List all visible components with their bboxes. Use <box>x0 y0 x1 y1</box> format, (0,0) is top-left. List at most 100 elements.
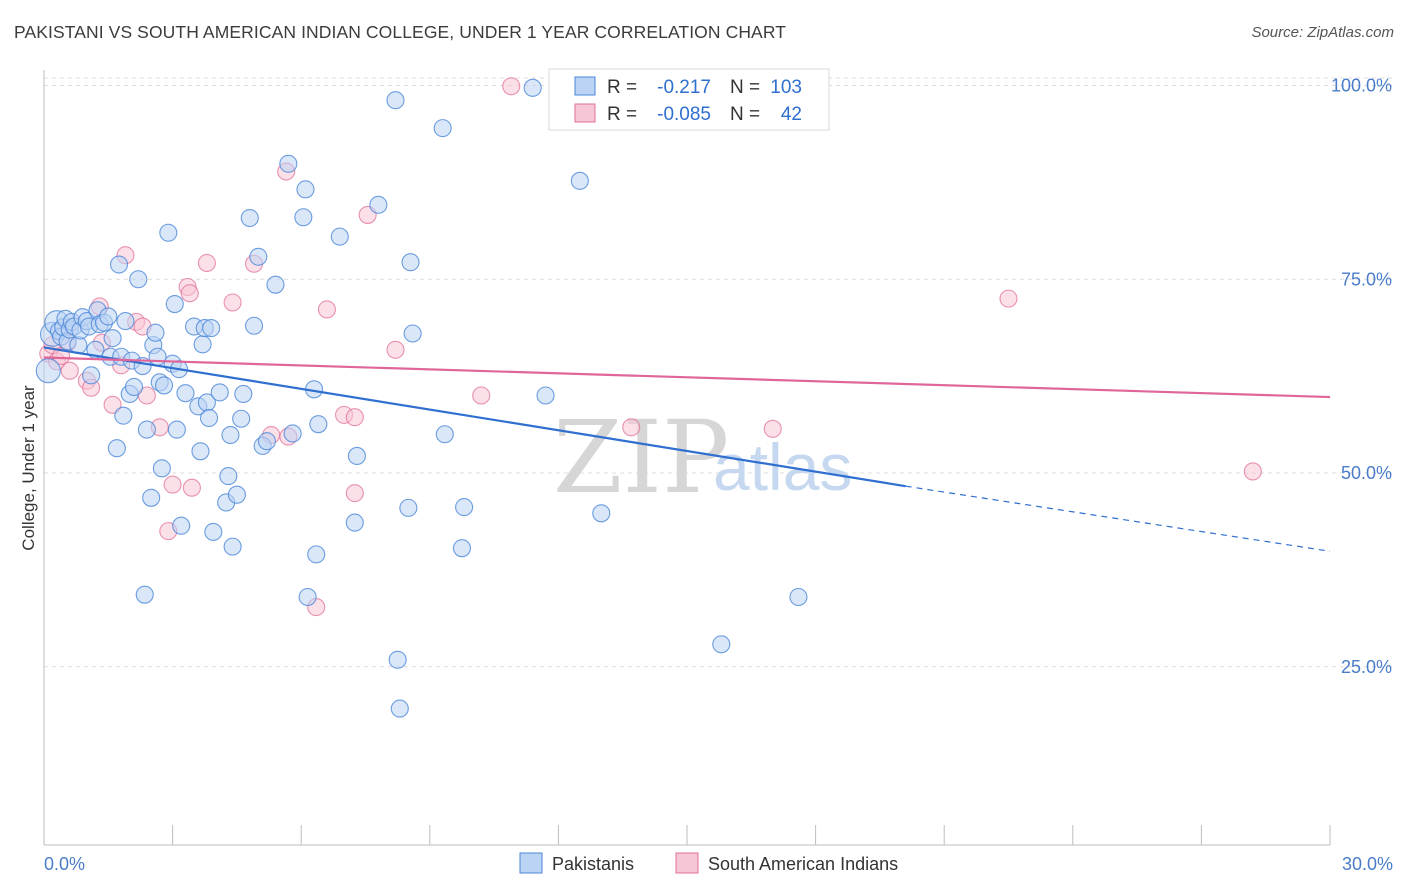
trend-line-pakistanis <box>43 346 906 488</box>
point-pakistanis <box>789 587 808 607</box>
point-pakistanis <box>283 424 302 443</box>
trend-line-south-american-indians <box>43 356 1331 399</box>
point-pakistanis <box>309 415 328 434</box>
point-pakistanis <box>249 247 268 266</box>
y-tick-label: 100.0% <box>1331 76 1392 96</box>
point-pakistanis <box>294 208 313 227</box>
point-pakistanis <box>35 358 61 384</box>
point-south-american-indians <box>999 289 1018 308</box>
point-pakistanis <box>523 78 542 97</box>
stats-r-label-2: R = <box>607 104 637 125</box>
source-note: Source: ZipAtlas.com <box>1251 24 1394 41</box>
point-pakistanis <box>191 442 210 461</box>
point-pakistanis <box>159 223 178 242</box>
point-pakistanis <box>388 650 407 669</box>
point-pakistanis <box>401 253 420 272</box>
point-pakistanis <box>345 513 364 532</box>
point-south-american-indians <box>197 253 216 273</box>
point-pakistanis <box>266 275 285 294</box>
point-pakistanis <box>146 323 165 342</box>
point-pakistanis <box>369 195 388 214</box>
y-tick-label: 25.0% <box>1341 657 1392 677</box>
series-pakistanis-points <box>35 78 808 718</box>
y-axis-title: College, Under 1 year <box>19 385 38 551</box>
stats-n-value-2: 42 <box>781 104 802 125</box>
chart-title: PAKISTANI VS SOUTH AMERICAN INDIAN COLLE… <box>14 22 787 42</box>
point-pakistanis <box>148 347 167 366</box>
point-pakistanis <box>240 208 259 228</box>
x-tick-label: 30.0% <box>1342 854 1393 874</box>
point-pakistanis <box>82 366 101 385</box>
stats-n-label-1: N = <box>730 77 760 98</box>
point-pakistanis <box>390 699 409 718</box>
point-pakistanis <box>279 154 298 173</box>
legend-swatch-south-american-indians <box>675 852 699 874</box>
point-pakistanis <box>386 91 405 110</box>
point-pakistanis <box>103 329 122 348</box>
point-pakistanis <box>142 488 161 507</box>
point-pakistanis <box>403 324 422 343</box>
point-south-american-indians <box>182 478 201 497</box>
point-pakistanis <box>116 312 135 331</box>
point-south-american-indians <box>386 340 405 359</box>
point-pakistanis <box>99 307 118 326</box>
legend-swatch-pakistanis <box>519 852 543 874</box>
watermark: ZIP atlas <box>553 399 852 516</box>
point-pakistanis <box>135 585 154 604</box>
point-pakistanis <box>296 180 315 199</box>
point-south-american-indians <box>472 386 491 405</box>
legend-label-south-american-indians: South American Indians <box>708 854 898 874</box>
point-pakistanis <box>570 171 589 190</box>
point-pakistanis <box>107 439 126 458</box>
point-pakistanis <box>435 425 454 444</box>
point-pakistanis <box>109 255 129 274</box>
y-tick-label: 50.0% <box>1341 463 1392 483</box>
point-pakistanis <box>199 408 219 428</box>
point-pakistanis <box>455 498 474 517</box>
point-pakistanis <box>221 425 240 445</box>
stats-r-value-1: -0.217 <box>657 77 711 98</box>
point-south-american-indians <box>223 293 242 312</box>
series-south-american-indians-points <box>39 77 1262 617</box>
stats-n-label-2: N = <box>730 104 760 125</box>
point-pakistanis <box>176 384 195 403</box>
point-pakistanis <box>210 383 229 402</box>
stats-legend: R = -0.217 N = 103 R = -0.085 N = 42 <box>548 68 830 131</box>
legend-label-pakistanis: Pakistanis <box>552 854 634 874</box>
point-pakistanis <box>452 539 472 558</box>
point-pakistanis <box>433 119 452 138</box>
point-south-american-indians <box>1243 462 1262 481</box>
point-south-american-indians <box>60 361 79 380</box>
point-south-american-indians <box>103 395 122 414</box>
point-pakistanis <box>167 420 186 439</box>
point-pakistanis <box>592 504 611 523</box>
point-pakistanis <box>114 406 133 425</box>
point-pakistanis <box>204 522 223 541</box>
point-pakistanis <box>298 587 317 607</box>
point-pakistanis <box>536 386 555 405</box>
point-pakistanis <box>124 377 144 397</box>
point-south-american-indians <box>345 484 364 503</box>
stats-swatch-pink <box>574 103 596 123</box>
point-south-american-indians <box>622 418 641 437</box>
point-pakistanis <box>219 467 238 486</box>
trend-lines <box>43 346 1331 552</box>
point-south-american-indians <box>345 408 364 427</box>
point-pakistanis <box>165 294 184 314</box>
point-pakistanis <box>223 537 242 556</box>
point-pakistanis <box>244 316 264 335</box>
point-pakistanis <box>347 446 366 466</box>
point-pakistanis <box>307 545 326 564</box>
tick-labels: 25.0% 50.0% 75.0% 100.0% 0.0% 30.0% <box>44 76 1393 875</box>
point-pakistanis <box>193 335 212 354</box>
stats-r-value-2: -0.085 <box>657 104 711 125</box>
stats-r-label-1: R = <box>607 77 637 98</box>
grid-lines <box>44 77 1392 668</box>
stats-legend-box <box>548 68 830 131</box>
point-pakistanis <box>152 459 171 478</box>
point-pakistanis <box>712 635 731 654</box>
point-pakistanis <box>129 270 148 289</box>
point-pakistanis <box>202 319 221 338</box>
point-pakistanis <box>234 384 253 404</box>
